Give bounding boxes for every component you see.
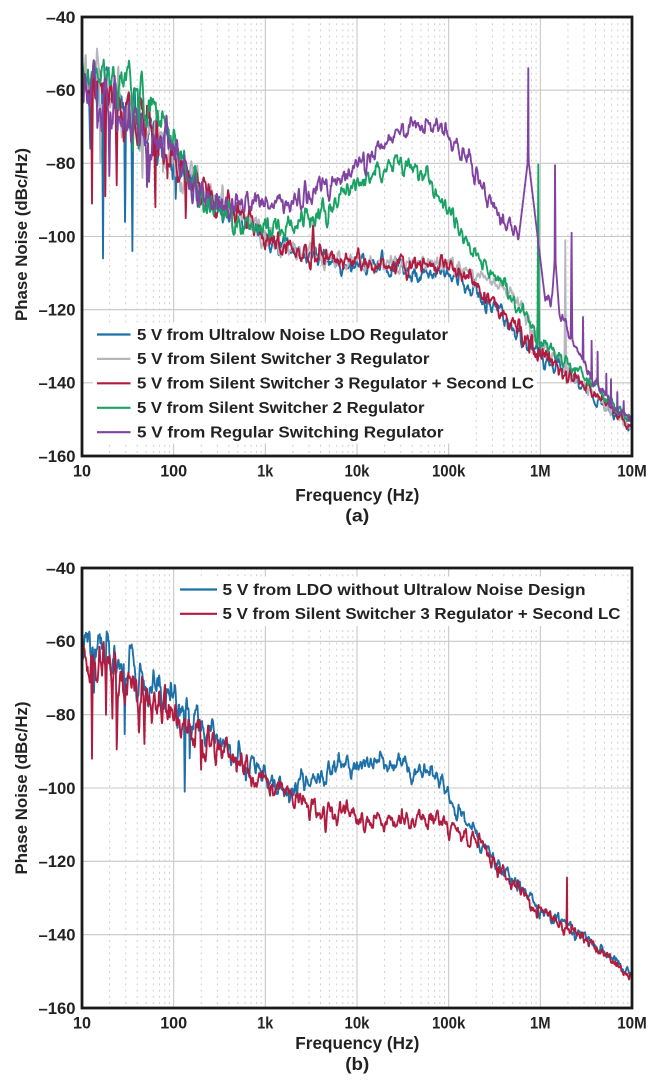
- svg-text:5 V from LDO without Ultralow: 5 V from LDO without Ultralow Noise Desi…: [223, 582, 586, 599]
- svg-text:10M: 10M: [617, 1015, 647, 1033]
- svg-text:–120: –120: [39, 853, 76, 871]
- svg-text:–160: –160: [39, 448, 76, 466]
- svg-text:5 V from Silent Switcher 3 Reg: 5 V from Silent Switcher 3 Regulator + S…: [137, 376, 534, 393]
- svg-text:100: 100: [160, 463, 187, 481]
- svg-text:–60: –60: [46, 633, 76, 651]
- svg-text:–100: –100: [39, 228, 76, 246]
- svg-text:–100: –100: [39, 780, 76, 798]
- svg-text:–80: –80: [46, 707, 76, 725]
- svg-text:Frequency (Hz): Frequency (Hz): [295, 1033, 419, 1053]
- svg-text:–140: –140: [39, 375, 76, 393]
- svg-text:Phase Noise (dBc/Hz): Phase Noise (dBc/Hz): [13, 702, 31, 875]
- svg-text:Phase Noise (dBc/Hz): Phase Noise (dBc/Hz): [13, 148, 31, 321]
- svg-text:5 V from Regular Switching Reg: 5 V from Regular Switching Regulator: [137, 425, 444, 442]
- svg-text:100: 100: [160, 1015, 187, 1033]
- svg-text:–140: –140: [39, 927, 76, 945]
- svg-text:100k: 100k: [432, 463, 466, 481]
- svg-text:–160: –160: [39, 1000, 76, 1018]
- svg-text:(b): (b): [345, 1054, 369, 1074]
- svg-text:–40: –40: [46, 560, 76, 578]
- svg-text:1M: 1M: [530, 1015, 551, 1033]
- svg-text:10M: 10M: [617, 463, 647, 481]
- svg-text:–80: –80: [46, 155, 76, 173]
- svg-text:10k: 10k: [345, 1015, 371, 1033]
- svg-text:10: 10: [73, 463, 91, 481]
- svg-text:5 V from Ultralow Noise LDO Re: 5 V from Ultralow Noise LDO Regulator: [137, 327, 448, 344]
- svg-text:100k: 100k: [432, 1015, 466, 1033]
- svg-text:Frequency (Hz): Frequency (Hz): [295, 485, 419, 505]
- svg-text:1k: 1k: [257, 463, 274, 481]
- svg-text:5 V from Silent Switcher 2 Reg: 5 V from Silent Switcher 2 Regulator: [137, 400, 425, 417]
- svg-text:–120: –120: [39, 302, 76, 320]
- svg-text:(a): (a): [345, 506, 369, 526]
- svg-text:–40: –40: [46, 9, 76, 27]
- svg-text:10: 10: [73, 1015, 91, 1033]
- svg-text:5 V from Silent Switcher 3 Reg: 5 V from Silent Switcher 3 Regulator + S…: [223, 606, 621, 623]
- svg-text:–60: –60: [46, 82, 76, 100]
- svg-text:1M: 1M: [530, 463, 551, 481]
- svg-text:1k: 1k: [257, 1015, 274, 1033]
- svg-text:5 V from Silent Switcher 3 Reg: 5 V from Silent Switcher 3 Regulator: [137, 351, 430, 368]
- svg-text:10k: 10k: [345, 463, 371, 481]
